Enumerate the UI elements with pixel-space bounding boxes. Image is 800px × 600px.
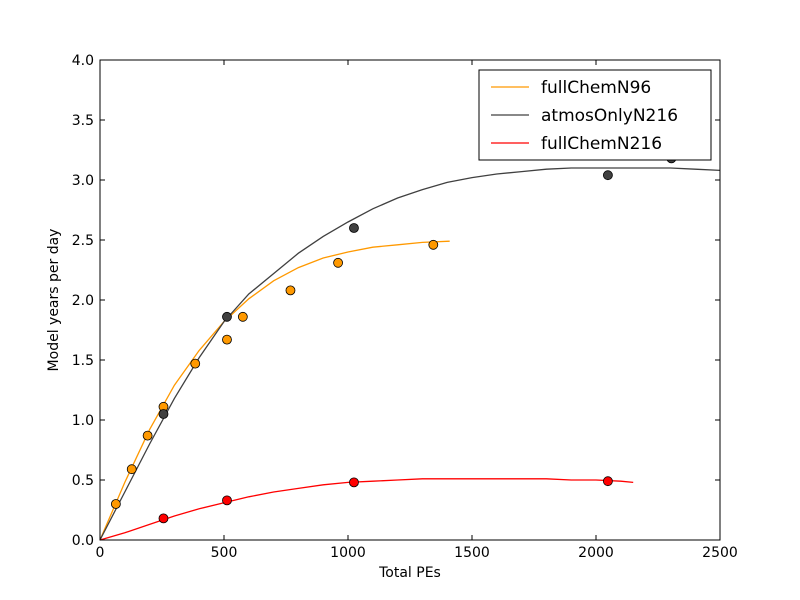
y-tick-label-0: 0.0 [72, 533, 94, 549]
data-point-fullChemN216-2 [349, 477, 359, 488]
y-axis-label: Model years per day [46, 229, 62, 372]
data-point-fullChemN96-0 [110, 499, 121, 509]
y-tick-label-1: 0.5 [72, 473, 94, 489]
data-point-fullChemN216-1 [222, 495, 232, 506]
data-point-atmosOnlyN216-0 [158, 409, 169, 419]
data-point-fullChemN96-1 [126, 464, 137, 475]
x-tick-label-5: 2500 [702, 545, 738, 561]
x-axis-label: Total PEs [378, 565, 441, 581]
fit-line-atmosOnlyN216 [99, 167, 721, 541]
ticks: 0 500 1000 1500 2000 2500 0.0 0.5 1.0 1.5 2.0 2.5 3.… [72, 53, 738, 561]
y-tick-label-6: 3.0 [72, 173, 94, 189]
x-tick-label-0: 0 [96, 545, 105, 561]
legend-label-fullChemN96: fullChemN96 [541, 78, 651, 98]
data-point-fullChemN96-6 [237, 311, 248, 322]
data-point-fullChemN96-7 [285, 285, 296, 296]
x-tick-label-3: 1500 [454, 545, 490, 561]
data-point-fullChemN216-3 [603, 476, 613, 487]
data-point-fullChemN216-0 [158, 513, 169, 524]
y-tick-label-5: 2.5 [72, 233, 94, 249]
y-tick-label-4: 2.0 [72, 293, 94, 309]
data-point-atmosOnlyN216-2 [349, 223, 359, 233]
data-markers [110, 153, 677, 524]
fit-line-fullChemN216 [99, 478, 634, 541]
x-tick-label-1: 500 [211, 545, 238, 561]
x-tick-label-2: 1000 [330, 545, 366, 561]
data-point-fullChemN96-5 [222, 334, 232, 345]
data-point-fullChemN96-9 [428, 239, 439, 250]
y-tick-label-3: 1.5 [72, 353, 94, 369]
x-tick-label-4: 2000 [578, 545, 614, 561]
data-point-fullChemN96-4 [190, 358, 201, 369]
legend-label-fullChemN216: fullChemN216 [541, 134, 662, 154]
legend: fullChemN96 atmosOnlyN216 fullChemN216 [478, 69, 712, 161]
data-point-fullChemN96-8 [333, 257, 343, 268]
fit-lines [99, 167, 721, 541]
y-tick-label-2: 1.0 [72, 413, 94, 429]
data-point-atmosOnlyN216-1 [222, 311, 232, 322]
y-tick-label-8: 4.0 [72, 53, 94, 69]
legend-label-atmosOnlyN216: atmosOnlyN216 [541, 106, 678, 126]
data-point-fullChemN96-2 [142, 430, 153, 441]
data-point-atmosOnlyN216-3 [603, 170, 613, 181]
y-tick-label-7: 3.5 [72, 113, 94, 129]
fit-line-fullChemN96 [99, 240, 450, 541]
